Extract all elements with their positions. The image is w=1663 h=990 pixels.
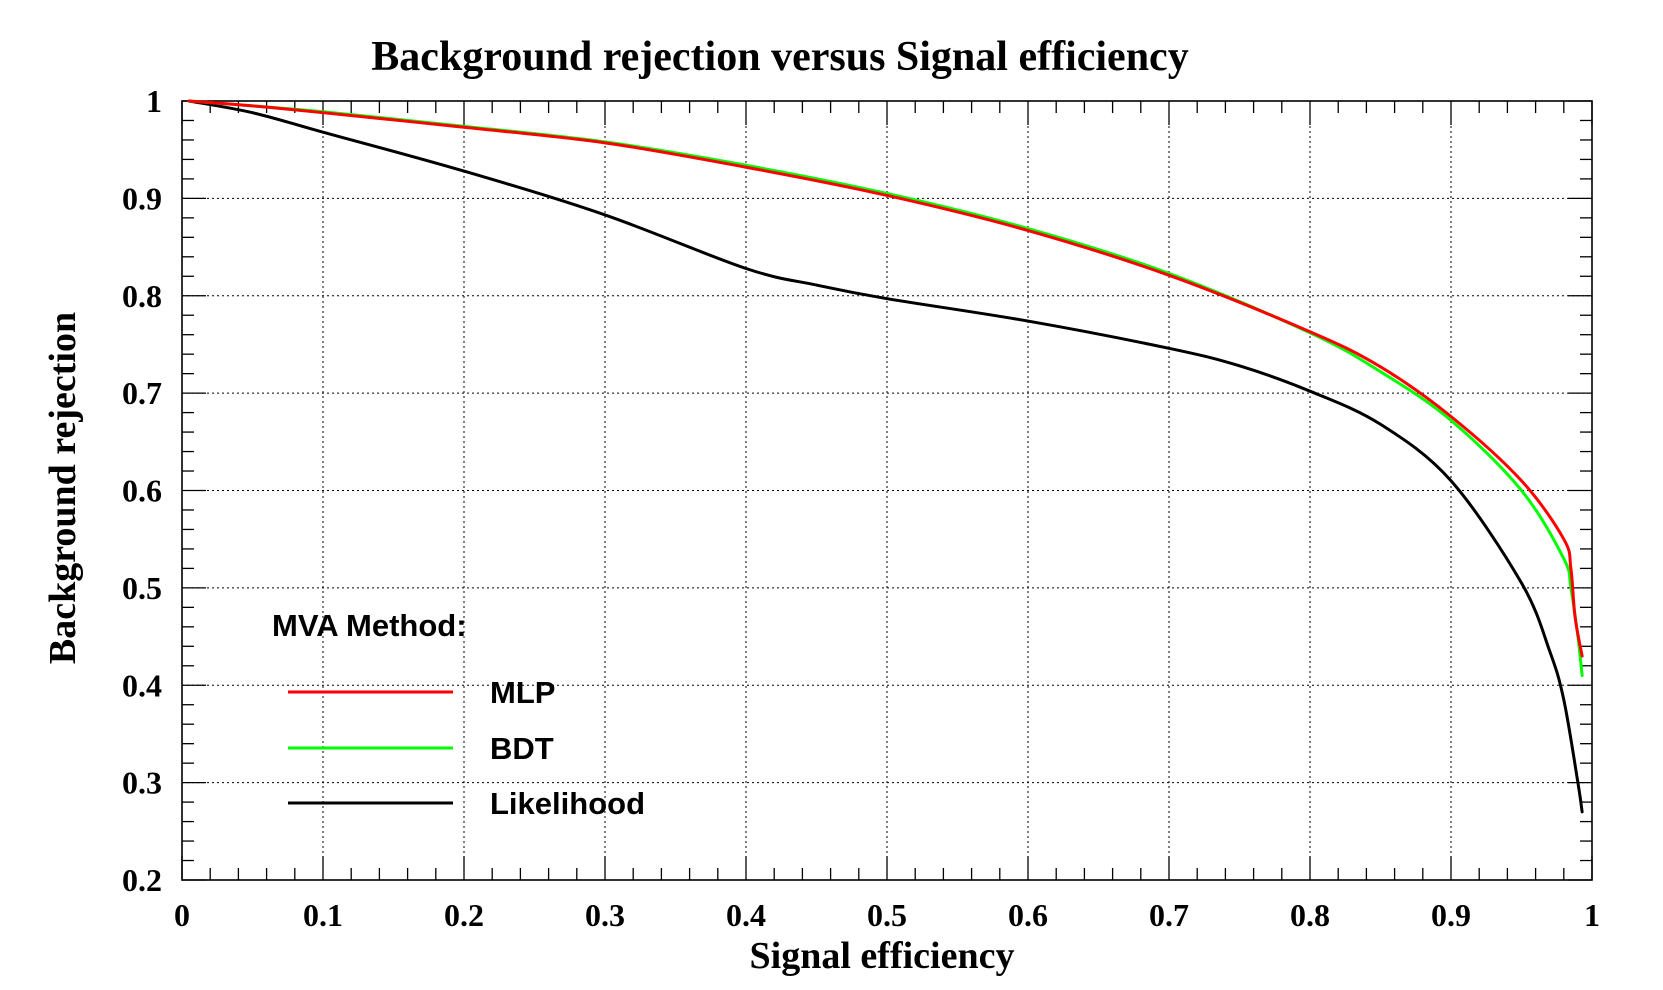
x-tick-label: 0.3	[585, 897, 625, 933]
legend: MVA Method: MLP BDT Likelihood	[272, 608, 645, 821]
y-tick-label: 0.7	[122, 375, 162, 411]
x-tick-label: 1	[1584, 897, 1600, 933]
legend-title: MVA Method:	[272, 608, 467, 643]
x-tick-label: 0.1	[303, 897, 343, 933]
legend-label-mlp: MLP	[490, 675, 555, 710]
x-tick-label: 0.5	[867, 897, 907, 933]
legend-items: MLP BDT Likelihood	[288, 675, 645, 821]
grid	[182, 101, 1592, 880]
x-tick-label: 0.6	[1008, 897, 1048, 933]
x-tick-label: 0.7	[1149, 897, 1189, 933]
x-tick-label: 0.4	[726, 897, 766, 933]
plot-frame	[181, 100, 1593, 881]
y-tick-label: 0.8	[122, 278, 162, 314]
y-tick-label: 0.2	[122, 862, 162, 898]
y-axis-label: Background rejection	[42, 312, 84, 664]
x-tick-labels: 0 0.1 0.2 0.3 0.4 0.5 0.6 0.7 0.8 0.9 1	[174, 897, 1600, 933]
y-tick-label: 0.4	[122, 667, 162, 703]
y-tick-labels: 0.2 0.3 0.4 0.5 0.6 0.7 0.8 0.9 1	[122, 83, 162, 898]
x-tick-label: 0	[174, 897, 190, 933]
legend-label-likelihood: Likelihood	[490, 786, 645, 821]
x-tick-label: 0.8	[1290, 897, 1330, 933]
y-tick-label: 0.3	[122, 765, 162, 801]
x-tick-label: 0.9	[1431, 897, 1471, 933]
data-series	[187, 99, 1584, 814]
y-tick-label: 0.5	[122, 570, 162, 606]
y-tick-label: 0.9	[122, 180, 162, 216]
x-axis-label: Signal efficiency	[750, 935, 1015, 977]
x-tick-label: 0.2	[444, 897, 484, 933]
series-line-likelihood	[187, 99, 1584, 814]
series-line-mlp	[187, 99, 1584, 658]
chart-title: Background rejection versus Signal effic…	[371, 34, 1188, 80]
plot-frame-rect	[181, 100, 1593, 881]
y-tick-label: 0.6	[122, 473, 162, 509]
legend-label-bdt: BDT	[490, 731, 554, 766]
y-tick-label: 1	[146, 83, 162, 119]
